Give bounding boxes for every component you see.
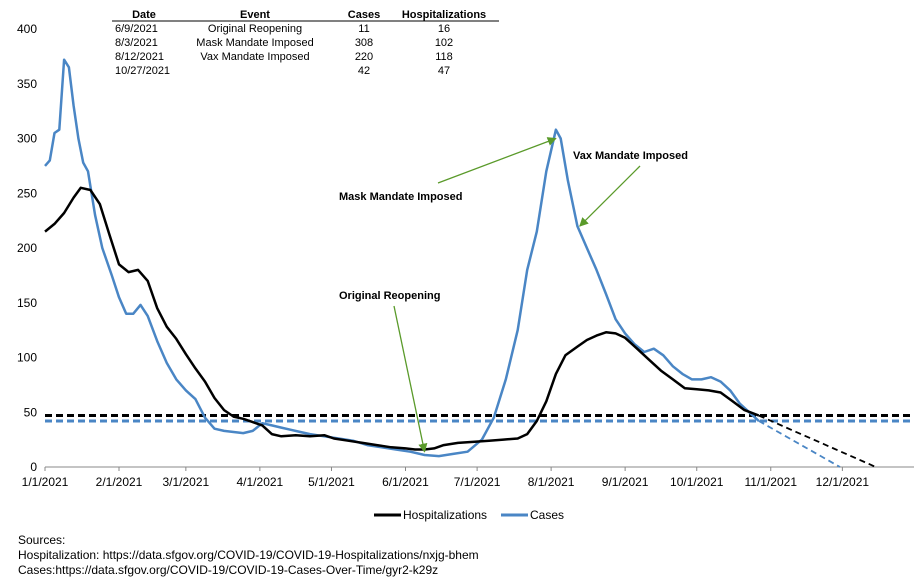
table-cell: 220 — [355, 51, 373, 63]
table-cell: 118 — [435, 51, 453, 63]
y-tick-label: 350 — [17, 77, 37, 91]
series-line-hospitalizations — [44, 186, 760, 451]
table-cell: 47 — [438, 65, 450, 77]
x-tick-label: 1/1/2021 — [22, 475, 69, 489]
series-line-cases — [44, 58, 760, 458]
annotation-arrow — [579, 165, 641, 227]
annotation-arrow — [393, 305, 428, 453]
table-cell: Vax Mandate Imposed — [200, 51, 309, 63]
table-cell: 11 — [358, 23, 369, 35]
x-tick-label: 10/1/2021 — [670, 475, 724, 489]
table-cell: 8/12/2021 — [115, 51, 164, 63]
event-table: Date Event Cases Hospitalizations 6/9/2021 Or… — [112, 9, 499, 77]
y-tick-label: 250 — [17, 186, 37, 200]
table-header: Cases — [348, 9, 380, 21]
y-tick-label: 50 — [24, 405, 38, 419]
table-cell: Original Reopening — [208, 23, 302, 35]
x-tick-label: 3/1/2021 — [162, 475, 209, 489]
y-tick-label: 400 — [17, 22, 37, 36]
sources-block: Sources: Hospitalization: https://data.s… — [18, 533, 479, 578]
x-tick-label: 4/1/2021 — [237, 475, 284, 489]
table-cell: 16 — [438, 23, 450, 35]
annotation-arrow — [437, 137, 557, 184]
table-header: Hospitalizations — [402, 9, 486, 21]
table-cell: Mask Mandate Imposed — [196, 37, 313, 49]
table-cell: 10/27/2021 — [115, 65, 170, 77]
legend-label-cases: Cases — [530, 508, 564, 522]
table-cell: 42 — [358, 65, 370, 77]
annotation-label: Mask Mandate Imposed — [339, 191, 462, 203]
x-tick-label: 6/1/2021 — [382, 475, 429, 489]
annotation-layer: Original Reopening Mask Mandate Imposed Va… — [339, 137, 688, 453]
table-cell: 308 — [355, 37, 373, 49]
covid-chart: 0 50 100 150 200 250 300 350 400 1/1/2021 2/1/2021… — [17, 9, 914, 522]
y-tick-label: 0 — [30, 460, 37, 474]
source-cases: Cases:https://data.sfgov.org/COVID-19/CO… — [18, 563, 439, 577]
table-cell: 102 — [435, 37, 453, 49]
table-header: Event — [240, 9, 270, 21]
trend-line-cases — [758, 420, 841, 468]
reference-lines — [45, 414, 914, 423]
series-layer — [44, 58, 877, 468]
chart-axes: 0 50 100 150 200 250 300 350 400 1/1/2021 2/1/2021… — [17, 22, 914, 489]
trend-line-hospitalizations — [758, 414, 877, 468]
table-cell: 8/3/2021 — [115, 37, 158, 49]
x-tick-label: 2/1/2021 — [96, 475, 143, 489]
chart-legend: Hospitalizations Cases — [374, 508, 564, 522]
annotation-label: Original Reopening — [339, 290, 440, 302]
x-tick-label: 12/1/2021 — [816, 475, 870, 489]
y-tick-label: 200 — [17, 241, 37, 255]
x-tick-label: 7/1/2021 — [454, 475, 501, 489]
source-hospitalization: Hospitalization: https://data.sfgov.org/… — [18, 548, 479, 562]
x-tick-label: 8/1/2021 — [528, 475, 575, 489]
sources-heading: Sources: — [18, 533, 66, 547]
x-tick-label: 5/1/2021 — [308, 475, 355, 489]
y-tick-label: 300 — [17, 132, 37, 146]
table-header: Date — [132, 9, 156, 21]
x-tick-label: 9/1/2021 — [602, 475, 649, 489]
y-tick-label: 150 — [17, 296, 37, 310]
y-tick-label: 100 — [17, 351, 37, 365]
table-cell: 6/9/2021 — [115, 23, 158, 35]
x-tick-label: 11/1/2021 — [745, 475, 798, 489]
annotation-label: Vax Mandate Imposed — [573, 150, 688, 162]
legend-label-hospitalizations: Hospitalizations — [403, 508, 487, 522]
